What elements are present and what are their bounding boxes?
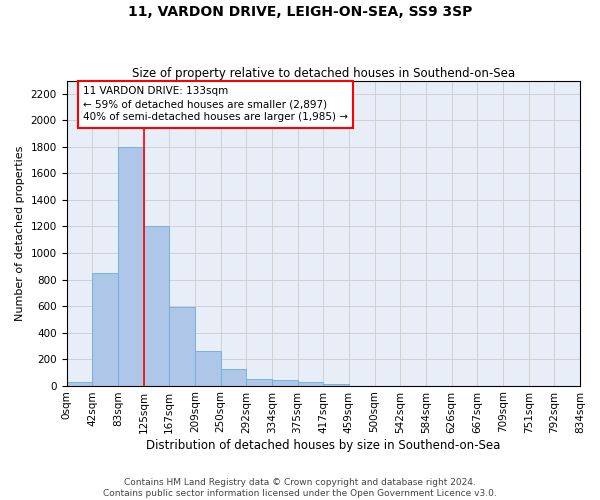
- Title: Size of property relative to detached houses in Southend-on-Sea: Size of property relative to detached ho…: [132, 66, 515, 80]
- Y-axis label: Number of detached properties: Number of detached properties: [15, 146, 25, 321]
- Bar: [323, 384, 349, 386]
- Bar: [246, 379, 272, 386]
- Bar: [67, 382, 92, 386]
- Bar: [195, 351, 221, 386]
- X-axis label: Distribution of detached houses by size in Southend-on-Sea: Distribution of detached houses by size …: [146, 440, 500, 452]
- Text: 11 VARDON DRIVE: 133sqm
← 59% of detached houses are smaller (2,897)
40% of semi: 11 VARDON DRIVE: 133sqm ← 59% of detache…: [83, 86, 348, 122]
- Bar: [221, 369, 246, 386]
- Bar: [169, 308, 195, 386]
- Text: Contains HM Land Registry data © Crown copyright and database right 2024.
Contai: Contains HM Land Registry data © Crown c…: [103, 478, 497, 498]
- Bar: [298, 382, 323, 386]
- Bar: [272, 380, 298, 386]
- Bar: [92, 273, 118, 386]
- Bar: [118, 147, 143, 386]
- Bar: [143, 226, 169, 386]
- Text: 11, VARDON DRIVE, LEIGH-ON-SEA, SS9 3SP: 11, VARDON DRIVE, LEIGH-ON-SEA, SS9 3SP: [128, 5, 472, 19]
